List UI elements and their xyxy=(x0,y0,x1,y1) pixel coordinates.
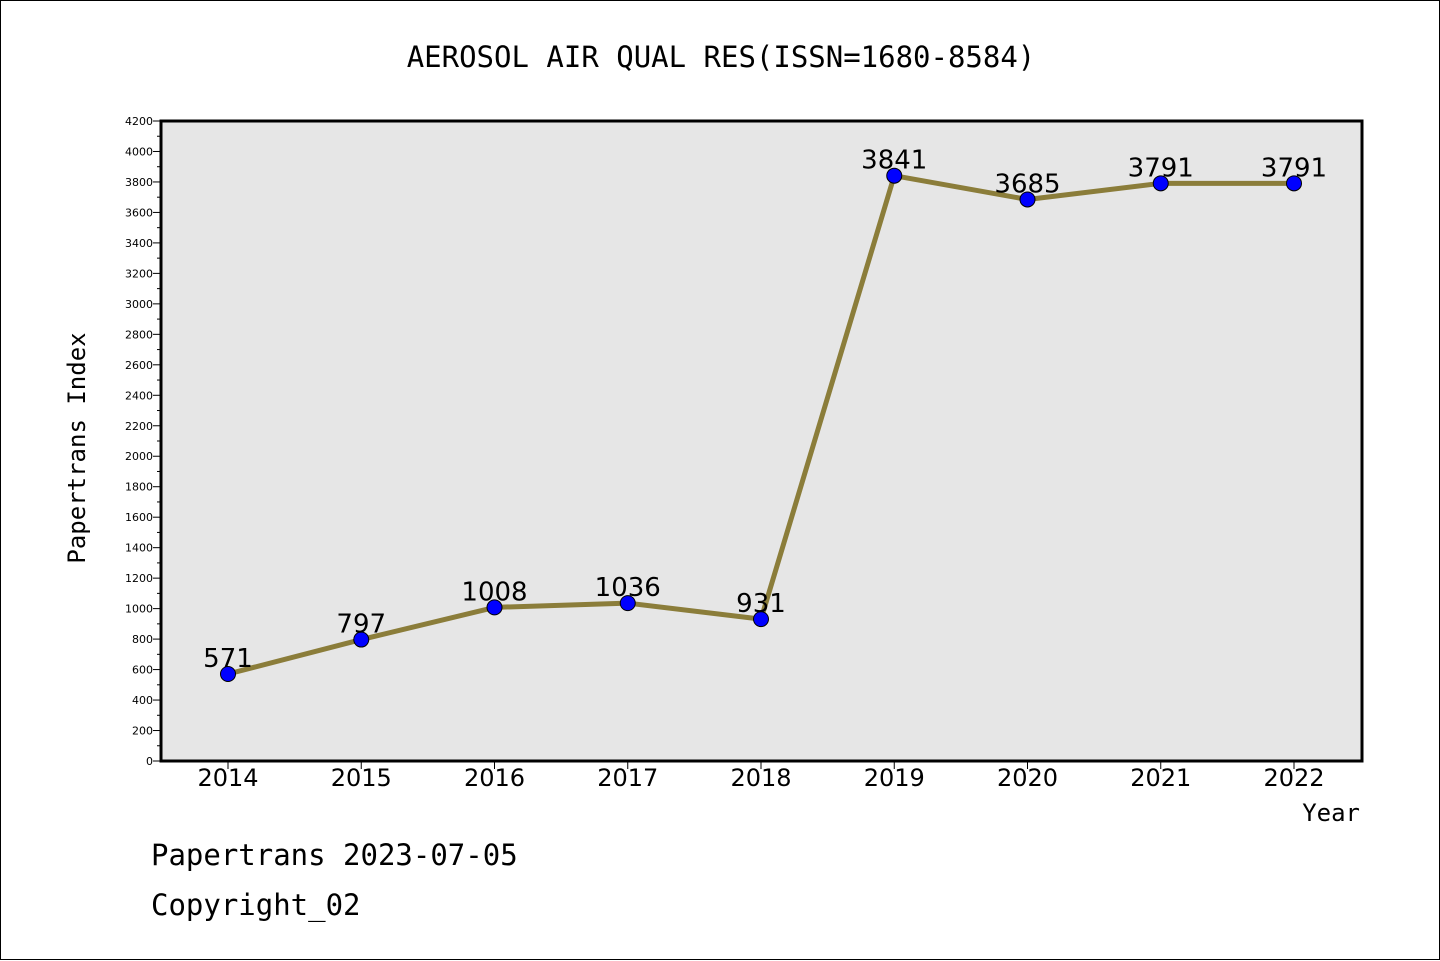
data-label: 3685 xyxy=(994,169,1060,199)
y-tick-label: 2400 xyxy=(125,389,153,402)
x-tick-label: 2015 xyxy=(331,764,392,792)
x-axis-title: Year xyxy=(1302,799,1360,827)
y-tick-label: 200 xyxy=(132,725,153,738)
x-tick-label: 2017 xyxy=(597,764,658,792)
y-tick-label: 3800 xyxy=(125,176,153,189)
x-tick-label: 2016 xyxy=(464,764,525,792)
data-label: 3791 xyxy=(1261,153,1327,183)
y-tick-label: 3200 xyxy=(125,267,153,280)
data-point xyxy=(886,167,903,184)
y-tick-label: 1600 xyxy=(125,511,153,524)
y-axis: 0 200 400 600 800 1000 1200 1400 1600 1800 2000 220… xyxy=(125,115,161,768)
x-tick-label: 2021 xyxy=(1130,764,1191,792)
y-tick-label: 4000 xyxy=(125,145,153,158)
y-tick-label: 400 xyxy=(132,694,153,707)
y-tick-label: 2000 xyxy=(125,450,153,463)
y-tick-label: 600 xyxy=(132,664,153,677)
chart-title: AEROSOL AIR QUAL RES(ISSN=1680-8584) xyxy=(407,40,1036,74)
x-axis: 2014 2015 2016 2017 2018 2019 2020 2021 2022 xyxy=(197,761,1325,792)
y-tick-label: 1000 xyxy=(125,603,153,616)
footer-copyright: Copyright_02 xyxy=(151,888,361,923)
y-axis-title: Papertrans Index xyxy=(63,332,91,563)
x-tick-label: 2022 xyxy=(1263,764,1324,792)
data-label: 571 xyxy=(203,644,253,674)
y-tick-label: 1200 xyxy=(125,572,153,585)
y-tick-label: 3000 xyxy=(125,298,153,311)
data-label: 1008 xyxy=(461,577,527,607)
y-tick-label: 2800 xyxy=(125,328,153,341)
data-label: 797 xyxy=(336,610,386,640)
data-label: 3841 xyxy=(861,146,927,176)
data-label: 3791 xyxy=(1128,153,1194,183)
x-tick-label: 2019 xyxy=(864,764,925,792)
x-tick-label: 2014 xyxy=(197,764,258,792)
data-point xyxy=(1019,191,1036,208)
x-tick-label: 2018 xyxy=(730,764,791,792)
y-tick-label: 2600 xyxy=(125,359,153,372)
data-label: 1036 xyxy=(595,573,661,603)
data-point xyxy=(486,599,503,616)
plot-border xyxy=(159,119,1364,763)
x-tick-label: 2020 xyxy=(997,764,1058,792)
y-tick-label: 1800 xyxy=(125,481,153,494)
y-tick-label: 0 xyxy=(146,755,153,768)
y-tick-label: 3600 xyxy=(125,206,153,219)
data-label: 931 xyxy=(736,589,786,619)
y-tick-label: 800 xyxy=(132,633,153,646)
data-point xyxy=(619,595,636,612)
data-point xyxy=(1286,175,1302,192)
y-tick-label: 4200 xyxy=(125,115,153,128)
series-layer: 571 797 1008 1036 931 3841 3685 3791 3791 xyxy=(203,146,1327,682)
data-point xyxy=(220,665,236,682)
plot-area xyxy=(161,121,1362,761)
data-point xyxy=(353,631,370,648)
y-tick-label: 3400 xyxy=(125,237,153,250)
y-tick-label: 2200 xyxy=(125,420,153,433)
data-point xyxy=(1152,175,1169,192)
data-point xyxy=(753,611,769,628)
footer-source: Papertrans 2023-07-05 xyxy=(151,838,518,872)
y-tick-label: 1400 xyxy=(125,542,153,555)
